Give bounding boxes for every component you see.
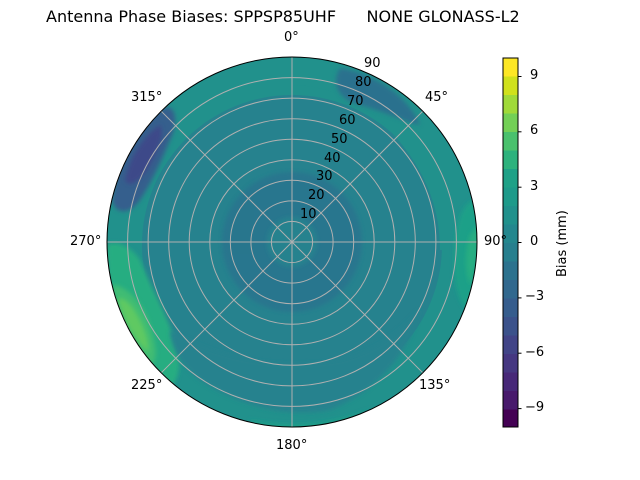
colorbar-tick-9: 9: [530, 68, 539, 83]
radial-label-70: 70: [347, 94, 364, 109]
radial-label-40: 40: [324, 151, 341, 166]
angle-label-225: 225°: [131, 378, 163, 393]
radial-label-10: 10: [300, 207, 317, 222]
radial-label-80: 80: [355, 75, 372, 90]
colorbar-tick-3: 3: [530, 179, 539, 194]
colorbar-tick-6: 6: [530, 123, 539, 138]
colorbar: [502, 57, 522, 428]
colorbar-tick-minus9: −9: [525, 400, 545, 415]
angle-label-315: 315°: [131, 90, 163, 105]
colorbar-tick-0: 0: [530, 234, 539, 249]
colorbar-tick-minus6: −6: [525, 345, 545, 360]
chart-title: Antenna Phase Biases: SPPSP85UHF NONE GL…: [46, 7, 520, 26]
radial-label-60: 60: [339, 113, 356, 128]
angular-gridlines: [107, 57, 477, 427]
angle-label-90: 90°: [484, 234, 508, 249]
radial-label-20: 20: [308, 188, 325, 203]
radial-label-30: 30: [316, 169, 333, 184]
angle-label-135: 135°: [419, 378, 451, 393]
angle-label-270: 270°: [70, 234, 102, 249]
polar-frame: [106, 56, 478, 428]
radial-label-90: 90: [364, 56, 381, 71]
colorbar-label: Bias (mm): [555, 210, 570, 277]
colorbar-tick-minus3: −3: [525, 289, 545, 304]
angle-label-45: 45°: [425, 90, 449, 105]
angle-label-180: 180°: [276, 438, 308, 453]
angle-label-0: 0°: [284, 30, 299, 45]
radial-label-50: 50: [331, 132, 348, 147]
